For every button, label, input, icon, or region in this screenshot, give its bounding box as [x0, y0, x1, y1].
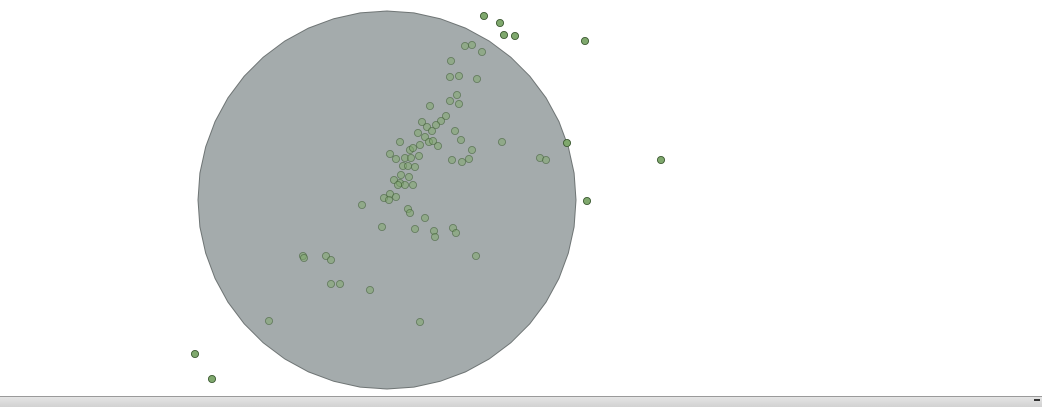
- point-feature-inside[interactable]: [541, 155, 551, 165]
- point-feature-inside[interactable]: [431, 120, 441, 130]
- point-feature-inside[interactable]: [425, 101, 435, 111]
- point-feature-inside[interactable]: [430, 232, 440, 242]
- point-feature-inside[interactable]: [326, 279, 336, 289]
- point-feature-inside[interactable]: [464, 154, 474, 164]
- point-feature-inside[interactable]: [446, 56, 456, 66]
- point-feature-inside[interactable]: [326, 255, 336, 265]
- point-feature-inside[interactable]: [405, 208, 415, 218]
- point-feature-inside[interactable]: [447, 155, 457, 165]
- point-feature-inside[interactable]: [467, 40, 477, 50]
- point-feature-inside[interactable]: [413, 128, 423, 138]
- point-feature-inside[interactable]: [410, 162, 420, 172]
- point-feature-outside[interactable]: [190, 349, 200, 359]
- point-feature-inside[interactable]: [384, 195, 394, 205]
- point-feature-inside[interactable]: [445, 72, 455, 82]
- point-features: [190, 11, 666, 384]
- point-feature-inside[interactable]: [408, 180, 418, 190]
- point-feature-inside[interactable]: [477, 47, 487, 57]
- point-feature-inside[interactable]: [427, 126, 437, 136]
- point-feature-inside[interactable]: [264, 316, 274, 326]
- point-feature-inside[interactable]: [335, 279, 345, 289]
- point-feature-inside[interactable]: [445, 96, 455, 106]
- point-feature-inside[interactable]: [365, 285, 375, 295]
- point-feature-inside[interactable]: [391, 192, 401, 202]
- point-feature-inside[interactable]: [406, 153, 416, 163]
- point-feature-outside[interactable]: [582, 196, 592, 206]
- point-feature-inside[interactable]: [410, 224, 420, 234]
- point-feature-outside[interactable]: [479, 11, 489, 21]
- point-feature-inside[interactable]: [414, 151, 424, 161]
- point-feature-inside[interactable]: [441, 111, 451, 121]
- point-feature-inside[interactable]: [391, 154, 401, 164]
- point-feature-inside[interactable]: [404, 172, 414, 182]
- point-feature-outside[interactable]: [499, 30, 509, 40]
- point-feature-inside[interactable]: [393, 180, 403, 190]
- point-feature-inside[interactable]: [415, 140, 425, 150]
- point-feature-inside[interactable]: [403, 161, 413, 171]
- point-feature-inside[interactable]: [471, 251, 481, 261]
- point-feature-inside[interactable]: [452, 90, 462, 100]
- point-feature-inside[interactable]: [377, 222, 387, 232]
- point-feature-inside[interactable]: [454, 99, 464, 109]
- point-feature-inside[interactable]: [408, 143, 418, 153]
- point-feature-inside[interactable]: [417, 117, 427, 127]
- point-feature-inside[interactable]: [472, 74, 482, 84]
- point-feature-inside[interactable]: [451, 228, 461, 238]
- point-feature-inside[interactable]: [395, 137, 405, 147]
- point-feature-inside[interactable]: [433, 141, 443, 151]
- point-feature-inside[interactable]: [467, 145, 477, 155]
- point-feature-inside[interactable]: [457, 157, 467, 167]
- point-feature-inside[interactable]: [396, 170, 406, 180]
- point-feature-inside[interactable]: [415, 317, 425, 327]
- point-feature-inside[interactable]: [420, 213, 430, 223]
- point-feature-outside[interactable]: [562, 138, 572, 148]
- point-feature-outside[interactable]: [510, 31, 520, 41]
- point-feature-inside[interactable]: [460, 41, 470, 51]
- resize-grip-icon[interactable]: [1034, 399, 1040, 401]
- point-feature-outside[interactable]: [207, 374, 217, 384]
- point-feature-inside[interactable]: [497, 137, 507, 147]
- point-feature-inside[interactable]: [299, 253, 309, 263]
- point-feature-inside[interactable]: [450, 126, 460, 136]
- point-feature-inside[interactable]: [400, 180, 410, 190]
- point-feature-inside[interactable]: [428, 136, 438, 146]
- point-feature-inside[interactable]: [357, 200, 367, 210]
- point-feature-inside[interactable]: [456, 135, 466, 145]
- point-feature-inside[interactable]: [454, 71, 464, 81]
- point-feature-inside[interactable]: [385, 149, 395, 159]
- point-feature-outside[interactable]: [656, 155, 666, 165]
- map-canvas[interactable]: [0, 0, 1042, 396]
- point-feature-outside[interactable]: [495, 18, 505, 28]
- point-feature-outside[interactable]: [580, 36, 590, 46]
- map-svg[interactable]: [0, 0, 1042, 396]
- status-bar: [0, 396, 1042, 407]
